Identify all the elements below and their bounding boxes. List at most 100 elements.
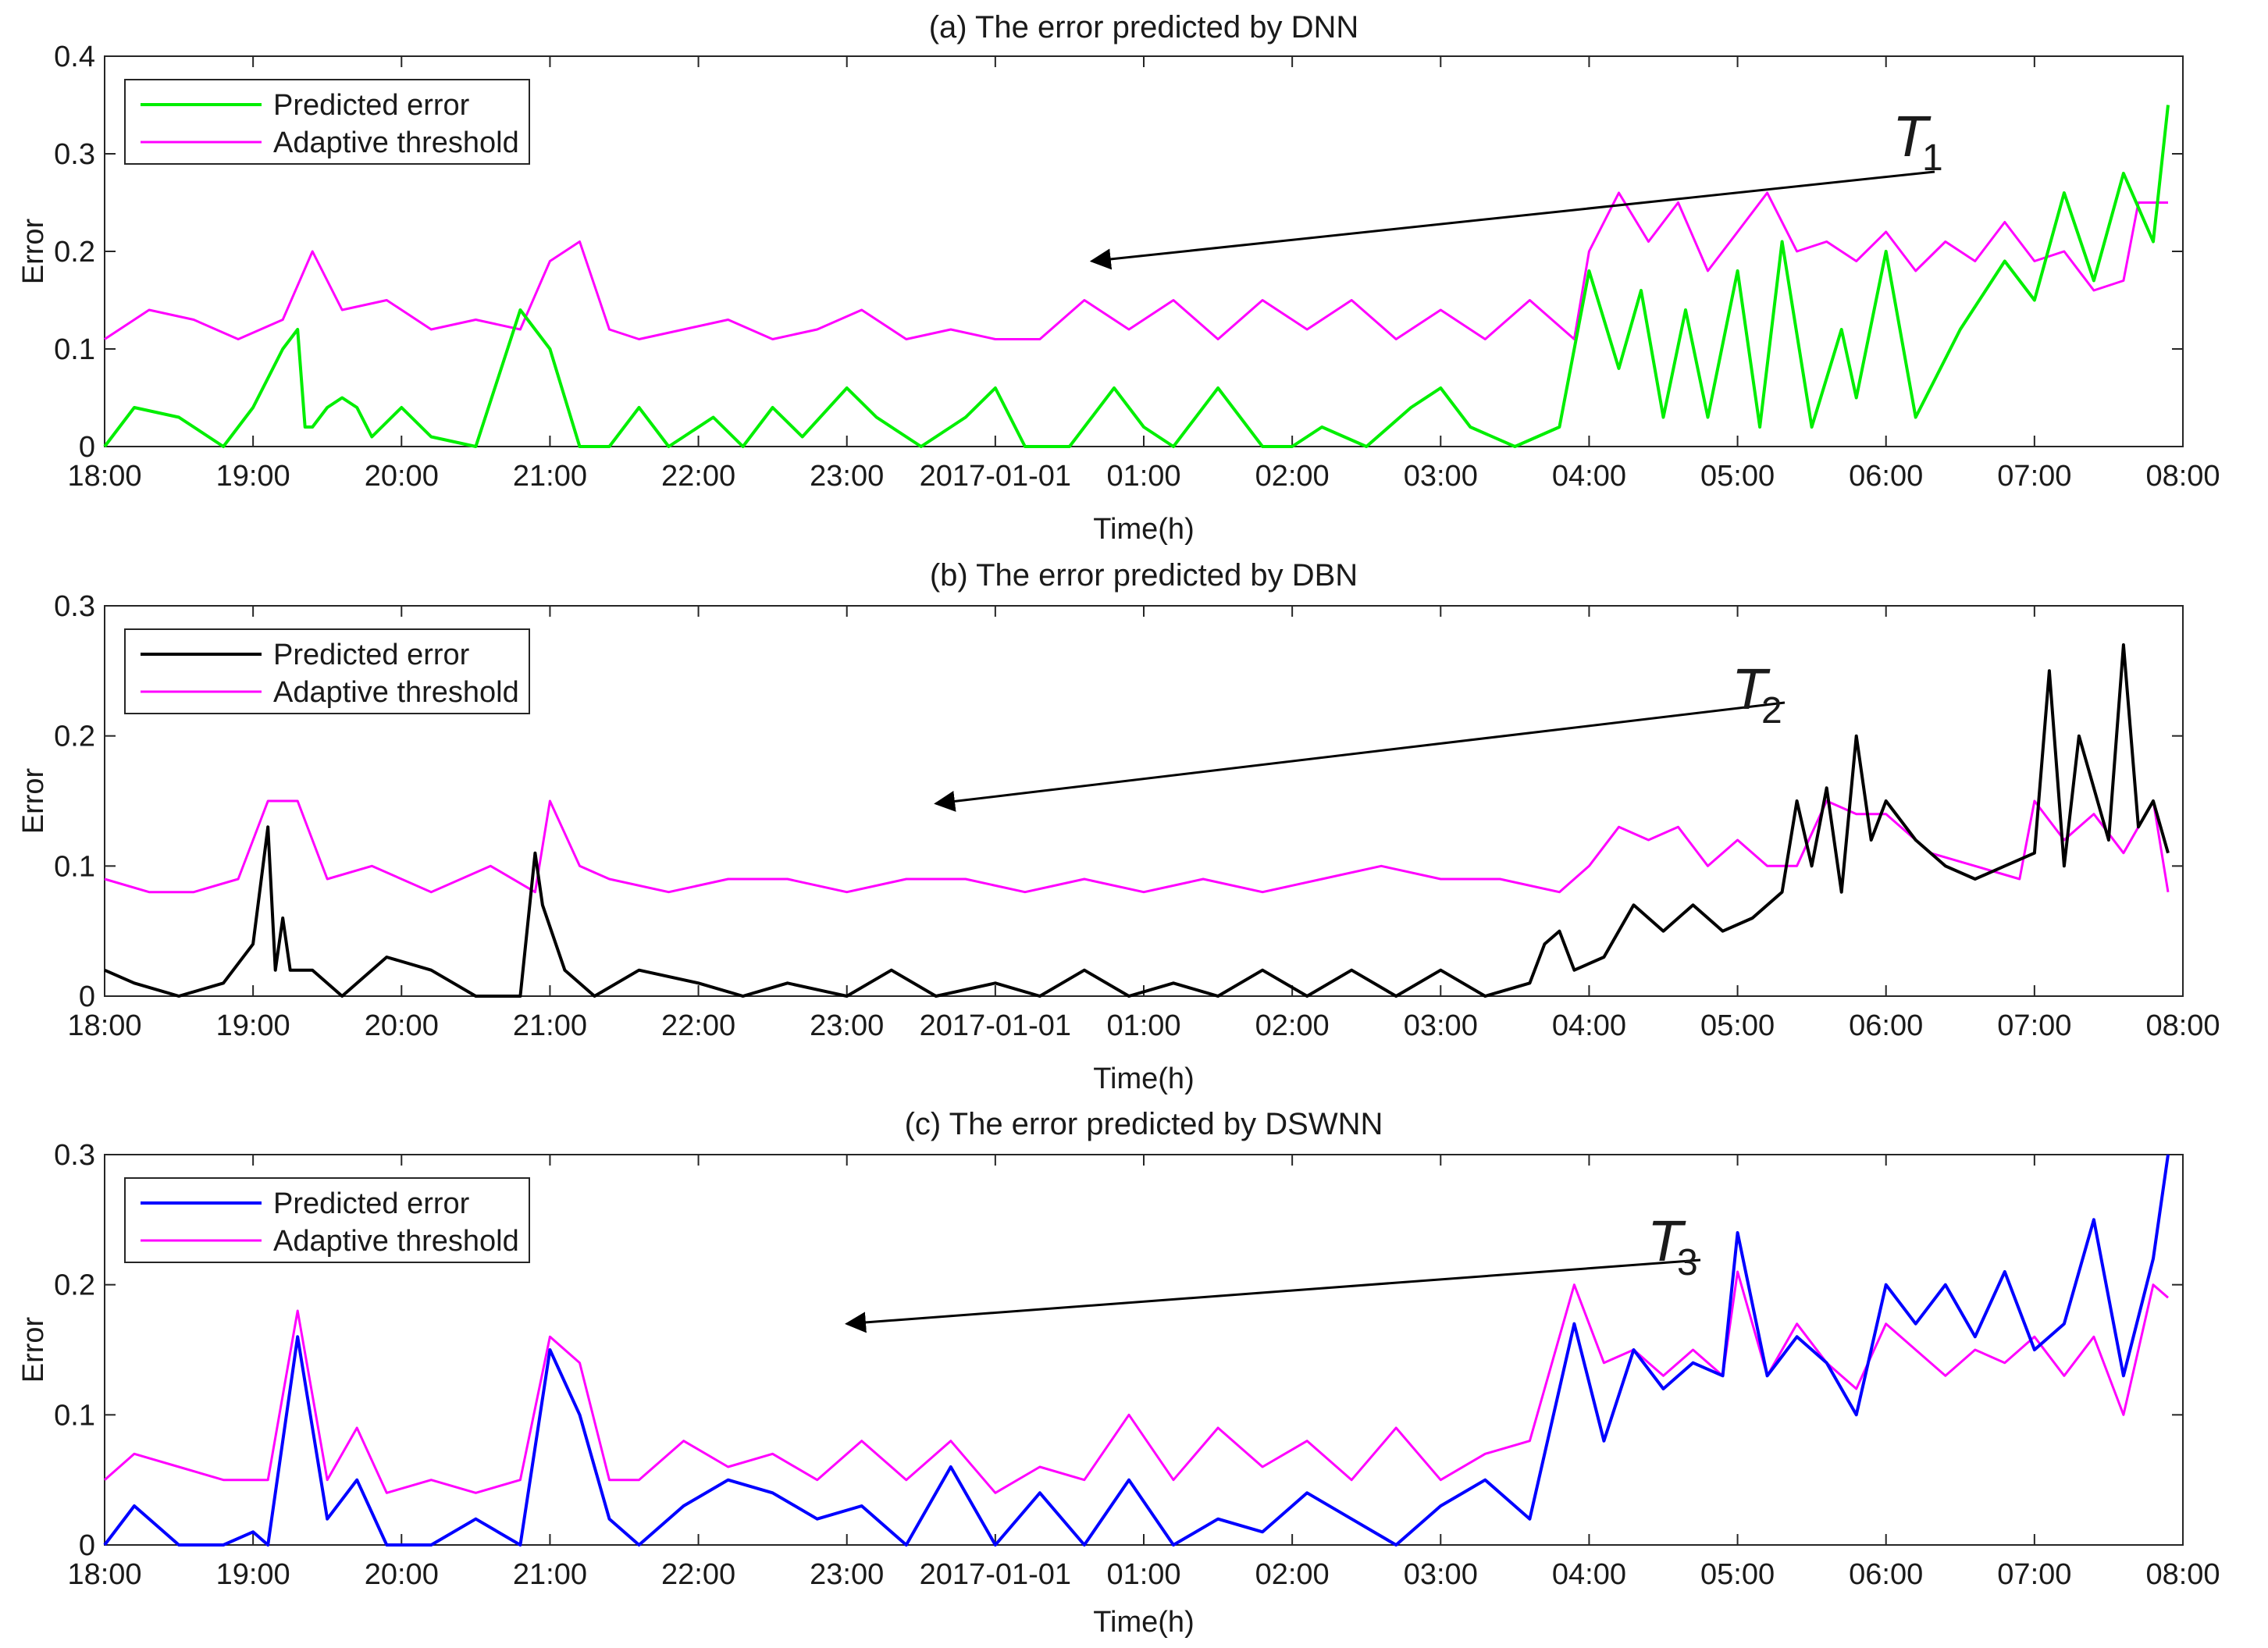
panel-b-legend-box: [124, 628, 530, 714]
panel-a-x-tick-label: 02:00: [1255, 460, 1330, 493]
panel-c-x-tick-label: 20:00: [365, 1558, 439, 1591]
panel-b-x-tick-label: 22:00: [661, 1009, 735, 1042]
panel-c-y-tick-label: 0.2: [54, 1269, 95, 1302]
panel-b-annotation-label: T: [1732, 657, 1771, 721]
panel-b-x-axis-label: Time(h): [1093, 1062, 1194, 1095]
panel-a-legend-predicted-label: Predicted error: [273, 89, 470, 122]
panel-c-x-tick-label: 05:00: [1700, 1558, 1775, 1591]
panel-a-x-ticks: 18:00 19:00 20:00 21:00 22:00 23:00 2017-01-01…: [67, 56, 2220, 493]
panel-c-x-tick-label: 21:00: [513, 1558, 587, 1591]
panel-a: (a) The error predicted by DNN 0 0.1 0.2 0.…: [17, 10, 2220, 546]
panel-a-x-tick-label: 07:00: [1997, 460, 2071, 493]
panel-b-x-tick-label: 05:00: [1700, 1009, 1775, 1042]
panel-c-x-tick-label: 08:00: [2145, 1558, 2220, 1591]
panel-b-legend-threshold-label: Adaptive threshold: [273, 676, 519, 709]
panel-a-y-tick-label: 0: [79, 431, 95, 464]
panel-c-x-tick-label: 07:00: [1997, 1558, 2071, 1591]
panel-a-annotation-label: T: [1892, 104, 1932, 169]
panel-a-legend: Predicted error Adaptive threshold: [124, 79, 530, 165]
panel-a-x-tick-label: 03:00: [1404, 460, 1478, 493]
panel-c-annotation-label: T: [1647, 1208, 1686, 1273]
panel-c-x-tick-label: 23:00: [810, 1558, 884, 1591]
panel-b-x-tick-label: 04:00: [1552, 1009, 1626, 1042]
panel-c-threshold-line: [104, 1270, 2169, 1494]
panel-a-x-tick-label: 22:00: [661, 460, 735, 493]
panel-b-legend: Predicted error Adaptive threshold: [124, 628, 530, 714]
panel-b-x-tick-label: 2017-01-01: [920, 1009, 1071, 1042]
panel-c-legend-threshold-label: Adaptive threshold: [273, 1225, 519, 1258]
panel-b-title: (b) The error predicted by DBN: [930, 558, 1358, 593]
panel-c-legend: Predicted error Adaptive threshold: [124, 1177, 530, 1263]
panel-a-legend-threshold-label: Adaptive threshold: [273, 126, 519, 159]
panel-a-title: (a) The error predicted by DNN: [929, 10, 1359, 44]
panel-b-annotation: T 2: [934, 657, 1786, 812]
panel-b-series-group: [104, 643, 2170, 998]
panel-c-annotation-subscript: 3: [1677, 1242, 1698, 1283]
panel-a-x-tick-label: 06:00: [1849, 460, 1923, 493]
panel-b-y-tick-label: 0.1: [54, 850, 95, 883]
panel-b-x-tick-label: 02:00: [1255, 1009, 1330, 1042]
panel-b-annotation-arrow: [934, 701, 1786, 812]
panel-c-x-tick-label: 06:00: [1849, 1558, 1923, 1591]
panel-a-x-tick-label: 2017-01-01: [920, 460, 1071, 493]
panel-c-x-ticks: 18:00 19:00 20:00 21:00 22:00 23:00 2017-01-01…: [67, 1155, 2220, 1591]
panel-c-x-tick-label: 03:00: [1404, 1558, 1478, 1591]
panel-a-predicted-line: [103, 105, 2170, 448]
panel-c-x-tick-label: 04:00: [1552, 1558, 1626, 1591]
panel-a-annotation-subscript: 1: [1922, 137, 1943, 179]
panel-b-y-axis-label: Error: [17, 767, 50, 834]
panel-a-x-tick-label: 23:00: [810, 460, 884, 493]
panel-a-y-tick-label: 0.3: [54, 138, 95, 171]
panel-b-x-tick-label: 18:00: [67, 1009, 141, 1042]
panel-a-y-tick-label: 0.1: [54, 333, 95, 366]
panel-a-x-tick-label: 20:00: [365, 460, 439, 493]
panel-b-legend-predicted-label: Predicted error: [273, 639, 470, 671]
panel-c-series-group: [103, 1154, 2170, 1547]
panel-c-y-ticks: 0 0.1 0.2 0.3: [54, 1139, 2183, 1562]
panel-a-x-axis-label: Time(h): [1093, 513, 1194, 546]
panel-b-x-tick-label: 20:00: [365, 1009, 439, 1042]
panel-a-x-tick-label: 04:00: [1552, 460, 1626, 493]
panel-c-annotation-arrow: [845, 1258, 1701, 1333]
panel-a-threshold-line: [104, 191, 2168, 340]
panel-c-x-tick-label: 01:00: [1106, 1558, 1180, 1591]
panel-c-x-tick-label: 02:00: [1255, 1558, 1330, 1591]
panel-b-predicted-line: [104, 643, 2170, 998]
panel-c-legend-predicted-label: Predicted error: [273, 1187, 470, 1220]
panel-b-x-tick-label: 06:00: [1849, 1009, 1923, 1042]
panel-b-y-tick-label: 0.2: [54, 721, 95, 753]
panel-b-x-tick-label: 03:00: [1404, 1009, 1478, 1042]
panel-c-legend-box: [124, 1177, 530, 1263]
panel-c-x-tick-label: 22:00: [661, 1558, 735, 1591]
panel-a-annotation: T 1: [1089, 104, 1943, 270]
panel-b-x-tick-label: 21:00: [513, 1009, 587, 1042]
panel-b-x-tick-label: 07:00: [1997, 1009, 2071, 1042]
panel-b-x-tick-label: 19:00: [216, 1009, 290, 1042]
panel-b: (b) The error predicted by DBN 0 0.1 0.2 0.…: [17, 558, 2220, 1095]
panel-b-y-ticks: 0 0.1 0.2 0.3: [54, 590, 2183, 1013]
panel-b-x-tick-label: 01:00: [1106, 1009, 1180, 1042]
panel-a-y-tick-label: 0.2: [54, 236, 95, 269]
panel-b-annotation-subscript: 2: [1761, 690, 1782, 731]
panel-b-y-tick-label: 0.3: [54, 590, 95, 623]
panel-a-y-axis-label: Error: [17, 218, 50, 284]
panel-c-title: (c) The error predicted by DSWNN: [905, 1107, 1383, 1141]
panel-c-y-axis-label: Error: [17, 1316, 50, 1383]
panel-a-y-ticks: 0 0.1 0.2 0.3 0.4: [54, 41, 2183, 464]
panel-a-legend-box: [124, 79, 530, 165]
panel-a-x-tick-label: 01:00: [1106, 460, 1180, 493]
panel-b-y-tick-label: 0: [79, 981, 95, 1013]
panel-a-x-tick-label: 21:00: [513, 460, 587, 493]
panel-a-series-group: [103, 105, 2170, 448]
panel-c-annotation: T 3: [845, 1208, 1701, 1333]
panel-c-y-tick-label: 0: [79, 1529, 95, 1562]
panel-c-x-tick-label: 18:00: [67, 1558, 141, 1591]
panel-a-y-tick-label: 0.4: [54, 41, 95, 73]
panel-c: (c) The error predicted by DSWNN 0 0.1 0.2…: [17, 1107, 2220, 1639]
panel-a-x-tick-label: 08:00: [2145, 460, 2220, 493]
panel-b-x-tick-label: 08:00: [2145, 1009, 2220, 1042]
panel-b-x-ticks: 18:00 19:00 20:00 21:00 22:00 23:00 2017-01-01…: [67, 606, 2220, 1042]
panel-c-x-tick-label: 19:00: [216, 1558, 290, 1591]
panel-a-annotation-arrow: [1089, 170, 1935, 270]
